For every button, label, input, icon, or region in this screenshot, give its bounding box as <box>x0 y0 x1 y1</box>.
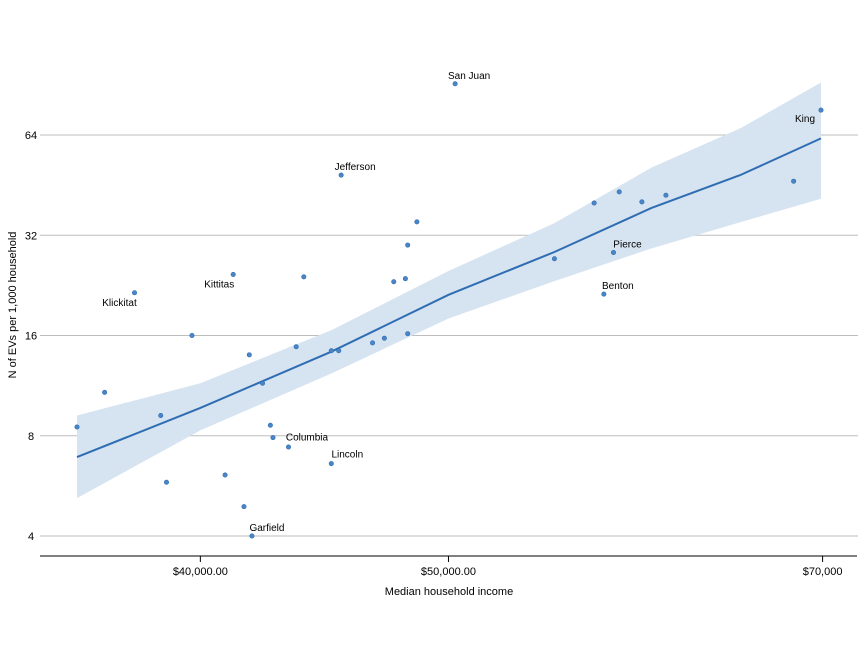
data-point-26 <box>405 242 411 248</box>
axes: 4 8 16 32 64 $40,000.00 $50,000.00 $70,000 <box>25 130 857 578</box>
data-point-19 <box>336 348 342 354</box>
data-point-0 <box>74 424 80 430</box>
data-point-36 <box>791 178 797 184</box>
point-label-pierce: Pierce <box>613 240 642 251</box>
data-point-5 <box>189 332 195 338</box>
confidence-band <box>77 82 821 499</box>
point-label-columbia: Columbia <box>286 433 329 444</box>
point-label-jefferson: Jefferson <box>335 162 376 173</box>
y-tick-label-64: 64 <box>25 130 37 142</box>
point-label-garfield: Garfield <box>249 523 284 534</box>
point-label-benton: Benton <box>602 281 634 292</box>
point-label-kittitas: Kittitas <box>204 279 234 290</box>
data-point-8 <box>241 504 247 510</box>
x-tick-label-2: $70,000 <box>803 566 843 578</box>
data-point-25 <box>405 331 411 337</box>
data-point-34 <box>639 199 645 205</box>
y-tick-label-16: 16 <box>25 331 37 343</box>
data-point-18 <box>328 461 334 467</box>
x-tick-label-0: $40,000.00 <box>173 566 228 578</box>
data-point-10 <box>249 533 255 539</box>
data-point-6 <box>222 472 228 478</box>
data-point-7 <box>230 271 236 277</box>
data-point-13 <box>270 435 276 441</box>
data-point-32 <box>610 250 616 256</box>
data-point-29 <box>551 256 557 262</box>
trend-line-path <box>76 137 822 459</box>
point-label-king: King <box>795 114 815 125</box>
data-point-2 <box>131 290 137 296</box>
x-tick-label-1: $50,000.00 <box>421 566 476 578</box>
data-point-30 <box>591 200 597 206</box>
point-labels: Klickitat Kittitas Garfield ColumbiaLincoln… <box>102 71 815 534</box>
data-point-24 <box>402 276 408 282</box>
data-point-27 <box>414 219 420 225</box>
data-point-11 <box>260 380 266 386</box>
data-point-35 <box>663 192 669 198</box>
data-point-28 <box>452 81 458 87</box>
y-tick-label-4: 4 <box>28 531 34 543</box>
data-point-14 <box>285 444 291 450</box>
data-point-22 <box>381 335 387 341</box>
data-point-23 <box>391 279 397 285</box>
data-point-16 <box>301 274 307 280</box>
data-point-17 <box>328 348 334 354</box>
data-point-1 <box>102 389 108 395</box>
data-point-31 <box>601 291 607 297</box>
point-label-san-juan: San Juan <box>448 71 490 82</box>
data-point-3 <box>158 413 164 419</box>
y-tick-label-8: 8 <box>28 431 34 443</box>
data-point-21 <box>370 340 376 346</box>
point-label-klickitat: Klickitat <box>102 298 137 309</box>
y-tick-label-32: 32 <box>25 230 37 242</box>
data-point-9 <box>246 352 252 358</box>
trend-line <box>76 137 822 459</box>
x-axis-title: Median household income <box>385 586 513 598</box>
data-point-15 <box>293 344 299 350</box>
data-point-37 <box>818 107 824 113</box>
data-point-33 <box>616 189 622 195</box>
data-point-20 <box>338 172 344 178</box>
data-points <box>74 81 824 539</box>
point-label-lincoln: Lincoln <box>331 450 363 461</box>
y-axis-title: N of EVs per 1,000 household <box>7 232 19 379</box>
data-point-4 <box>163 479 169 485</box>
confidence-band-area <box>77 82 821 499</box>
data-point-12 <box>267 422 273 428</box>
